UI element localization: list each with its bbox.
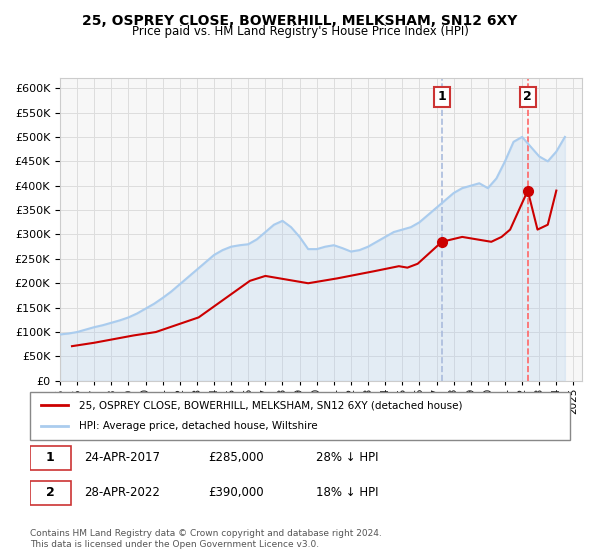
Text: 25, OSPREY CLOSE, BOWERHILL, MELKSHAM, SN12 6XY (detached house): 25, OSPREY CLOSE, BOWERHILL, MELKSHAM, S… [79,400,462,410]
Text: 1: 1 [46,451,55,464]
Text: 25, OSPREY CLOSE, BOWERHILL, MELKSHAM, SN12 6XY: 25, OSPREY CLOSE, BOWERHILL, MELKSHAM, S… [82,14,518,28]
Text: HPI: Average price, detached house, Wiltshire: HPI: Average price, detached house, Wilt… [79,421,317,431]
Text: 28-APR-2022: 28-APR-2022 [84,486,160,500]
Text: 18% ↓ HPI: 18% ↓ HPI [316,486,379,500]
Text: This data is licensed under the Open Government Licence v3.0.: This data is licensed under the Open Gov… [30,540,319,549]
FancyBboxPatch shape [30,481,71,505]
FancyBboxPatch shape [30,392,570,440]
Text: Price paid vs. HM Land Registry's House Price Index (HPI): Price paid vs. HM Land Registry's House … [131,25,469,38]
FancyBboxPatch shape [30,446,71,470]
Text: 1: 1 [437,91,446,104]
Text: Contains HM Land Registry data © Crown copyright and database right 2024.: Contains HM Land Registry data © Crown c… [30,529,382,538]
Text: £285,000: £285,000 [208,451,264,464]
Text: 24-APR-2017: 24-APR-2017 [84,451,160,464]
Text: 2: 2 [523,91,532,104]
Text: £390,000: £390,000 [208,486,264,500]
Text: 2: 2 [46,486,55,500]
Text: 28% ↓ HPI: 28% ↓ HPI [316,451,379,464]
